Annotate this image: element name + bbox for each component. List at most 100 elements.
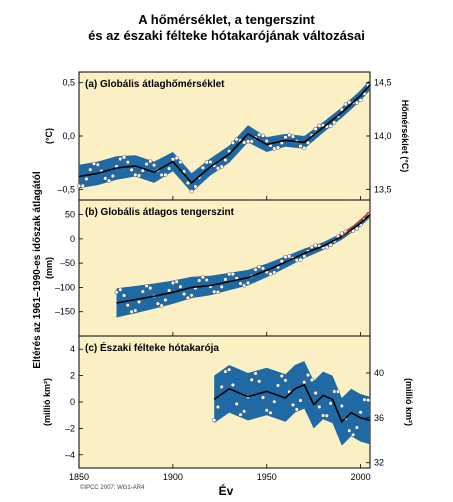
observation-point [302,254,307,259]
observation-point [347,428,352,433]
observation-point [140,289,145,294]
panel-2-unit-left: (mm) [44,257,54,279]
observation-point [283,135,288,140]
observation-point [129,167,134,172]
observation-point [155,301,160,306]
observation-point [328,124,333,129]
observation-point [125,160,130,165]
observation-point [328,401,333,406]
observation-point [178,160,183,165]
chart-title-line2: és az északi félteke hótakarójának válto… [88,28,365,43]
y-tick-label-left: –150 [55,307,75,317]
observation-point [212,418,217,423]
panel-2-label: (b) Globális átlagos tengerszint [85,207,235,218]
observation-point [249,139,254,144]
panel-1-label: (a) Globális átlaghőmérséklet [85,79,225,90]
observation-point [317,404,322,409]
observation-point [118,156,123,162]
observation-point [260,133,266,138]
observation-point [148,286,153,291]
y-tick-label-left: –4 [65,450,75,460]
observation-point [272,270,277,275]
y-tick-label-left: –100 [55,282,75,292]
observation-point [163,297,168,303]
observation-point [223,369,228,374]
observation-point [290,402,296,407]
observation-point [245,139,251,144]
observation-point [91,161,97,166]
observation-point [223,277,228,282]
observation-point [302,146,307,151]
panel-2-series-line [116,214,371,304]
y-tick-label-left: 0 [70,397,75,407]
observation-point [238,412,243,417]
observation-point [193,184,198,189]
observation-point [110,173,115,179]
observation-point [204,277,209,283]
observation-point [219,284,224,289]
observation-point [230,382,235,388]
observation-point [358,410,363,415]
observation-point [133,172,138,177]
observation-point [163,172,168,177]
observation-point [283,254,288,260]
observation-point [185,180,190,185]
observation-point [230,140,235,145]
observation-point [80,183,85,188]
observation-point [200,275,205,280]
observation-point [275,145,281,150]
observation-point [275,383,281,388]
observation-point [260,266,266,271]
observation-point [328,243,333,248]
observation-point [223,157,228,163]
observation-point [159,172,164,178]
left-axis-title: Eltérés az 1961–1990-es időszak átlagátó… [32,171,43,369]
observation-point [103,176,108,181]
y-tick-label-right: 13,5 [374,184,392,194]
observation-point [313,243,318,248]
panel-3-observations [212,367,371,437]
y-tick-label-right: 14,0 [374,131,392,141]
observation-point [336,389,341,394]
observation-point [122,293,127,298]
observation-point [159,303,164,308]
observation-point [129,309,134,314]
observation-point [287,254,292,259]
observation-point [204,160,209,165]
satellite-trend-line [341,211,371,237]
observation-point [215,404,220,410]
observation-point [170,280,175,286]
observation-point [366,398,371,403]
y-tick-label-left: 0,0 [62,131,75,141]
observation-point [227,272,232,277]
observation-point [174,279,179,284]
panel-1-background [78,71,371,201]
observation-point [238,281,243,286]
observation-point [253,371,258,376]
observation-point [114,290,119,295]
observation-point [298,398,303,403]
observation-point [249,377,254,382]
observation-point [137,299,142,304]
observation-point [313,390,318,396]
y-tick-label-left: –0,5 [57,184,75,194]
observation-point [305,373,311,378]
observation-point [339,107,344,112]
observation-point [362,397,367,402]
observation-point [215,166,220,171]
observation-point [294,258,299,263]
x-tick-label: 1850 [69,472,89,482]
chart-title-line1: A hőmérséklet, a tengerszint [138,12,315,27]
observation-point [152,163,157,168]
credit: ©IPCC 2007: WG1-AR4 [80,484,145,491]
observation-point [144,162,149,167]
observation-point [148,159,153,164]
observation-point [197,278,202,283]
observation-point [234,137,239,142]
panel-1-series-line [78,84,371,185]
y-tick-label-left: 0,5 [62,78,75,88]
observation-point [253,267,258,272]
observation-point [324,413,329,418]
observation-point [76,183,82,188]
